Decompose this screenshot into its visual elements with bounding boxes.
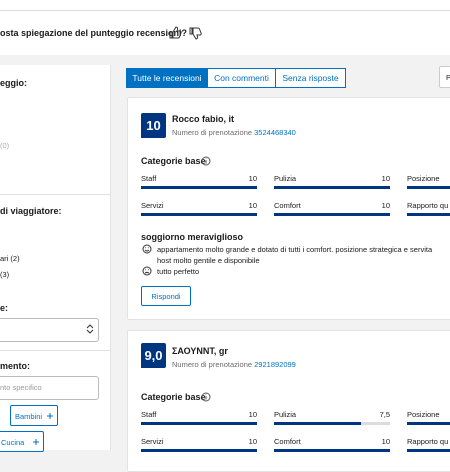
sidebar-heading: eggio:	[0, 78, 27, 88]
feedback-question: osta spiegazione del punteggio recension…	[0, 28, 188, 38]
tag-button[interactable]: Bambini	[10, 405, 58, 426]
reply-label: Rispondi	[151, 292, 181, 301]
sort-box[interactable]: P	[439, 66, 450, 88]
score-track	[141, 422, 257, 425]
tag-button[interactable]: Cucina	[0, 431, 44, 452]
score-bar	[141, 213, 257, 216]
tab[interactable]: Tutte le recensioni	[126, 68, 208, 88]
score-track	[407, 186, 450, 189]
category-score: 10	[248, 201, 257, 210]
review-card: 9,0 ΣΑΟΥΝΝΤ, gr Numero di prenotazione 292…	[127, 330, 450, 472]
feedback-bar	[0, 11, 450, 55]
score-track	[274, 213, 390, 216]
divider	[0, 350, 110, 351]
review-title: soggiorno meraviglioso	[141, 232, 244, 242]
plus-icon	[33, 439, 39, 445]
score-bar	[274, 186, 390, 189]
category-name: Staff	[141, 410, 157, 419]
top-bar	[0, 0, 450, 11]
category-name: Posizione	[407, 174, 440, 183]
filter-option[interactable]: ari (2)	[0, 254, 20, 263]
category-name: Servizi	[141, 201, 164, 210]
booking-number[interactable]: 2921892099	[254, 360, 296, 369]
thumb-icons[interactable]	[168, 26, 202, 40]
category-name: Comfort	[274, 201, 301, 210]
sidebar-heading: di viaggiatore:	[0, 206, 62, 216]
score-badge: 10	[141, 113, 166, 138]
score-track	[407, 422, 450, 425]
plus-icon	[47, 413, 53, 419]
positive-comment: host molto gentile e disponibile	[157, 256, 260, 265]
booking-number[interactable]: 3524468340	[254, 128, 296, 137]
frown-icon	[142, 266, 152, 276]
sidebar-heading: mento:	[0, 361, 30, 371]
score-track	[274, 186, 390, 189]
tab[interactable]: Senza risposte	[275, 68, 346, 88]
booking-line: Numero di prenotazione 3524468340	[172, 128, 296, 137]
smile-icon	[142, 244, 152, 254]
category-name: Rapporto qu	[407, 201, 449, 210]
category-score: 10	[381, 174, 390, 183]
tab[interactable]: Con commenti	[207, 68, 276, 88]
tag-label: Bambini	[15, 412, 43, 421]
score-bar	[274, 422, 361, 425]
score-badge: 9,0	[141, 343, 166, 368]
category-name: Servizi	[141, 437, 164, 446]
category-score: 10	[248, 437, 257, 446]
booking-line: Numero di prenotazione 2921892099	[172, 360, 296, 369]
score-track	[141, 449, 257, 452]
score-bar	[141, 449, 257, 452]
category-name: Comfort	[274, 437, 301, 446]
text-input[interactable]	[0, 376, 99, 400]
score-track	[407, 449, 450, 452]
category-score: 10	[381, 201, 390, 210]
guest-name: ΣΑΟΥΝΝΤ, gr	[172, 346, 228, 356]
category-score: 10	[248, 174, 257, 183]
reply-button[interactable]: Rispondi	[141, 286, 191, 306]
tag-label: Cucina	[1, 438, 25, 447]
filter-option[interactable]: (0)	[0, 141, 10, 150]
score-bar	[141, 422, 257, 425]
negative-comment: tutto perfetto	[157, 267, 200, 276]
info-icon	[201, 156, 211, 166]
category-name: Posizione	[407, 410, 440, 419]
divider	[0, 194, 110, 195]
select-chevron	[86, 324, 94, 334]
category-score: 10	[248, 410, 257, 419]
category-name: Staff	[141, 174, 157, 183]
review-card: 10 Rocco fabio, it Numero di prenotazione …	[127, 97, 450, 320]
score-track	[274, 449, 390, 452]
select-box[interactable]	[0, 318, 99, 342]
score-track	[407, 213, 450, 216]
booking-label: Numero di prenotazione	[172, 128, 253, 137]
booking-label: Numero di prenotazione	[172, 360, 253, 369]
score-track	[274, 422, 390, 425]
score-track	[141, 186, 257, 189]
info-icon	[201, 392, 211, 402]
categories-title: Categorie base	[141, 156, 206, 166]
score-bar	[274, 213, 390, 216]
sidebar-heading: e:	[0, 303, 9, 313]
input-placeholder: nto specifico	[0, 383, 42, 392]
category-name: Rapporto qu	[407, 437, 449, 446]
category-score: 10	[381, 437, 390, 446]
filter-option[interactable]: (3)	[0, 270, 10, 279]
categories-title: Categorie base	[141, 392, 206, 402]
score-bar	[274, 449, 390, 452]
positive-comment: appartamento molto grande e dotato di tu…	[157, 245, 433, 254]
category-name: Pulizia	[274, 174, 297, 183]
category-name: Pulizia	[274, 410, 297, 419]
score-bar	[141, 186, 257, 189]
guest-name: Rocco fabio, it	[172, 114, 235, 124]
category-score: 7,5	[379, 410, 390, 419]
score-track	[141, 213, 257, 216]
